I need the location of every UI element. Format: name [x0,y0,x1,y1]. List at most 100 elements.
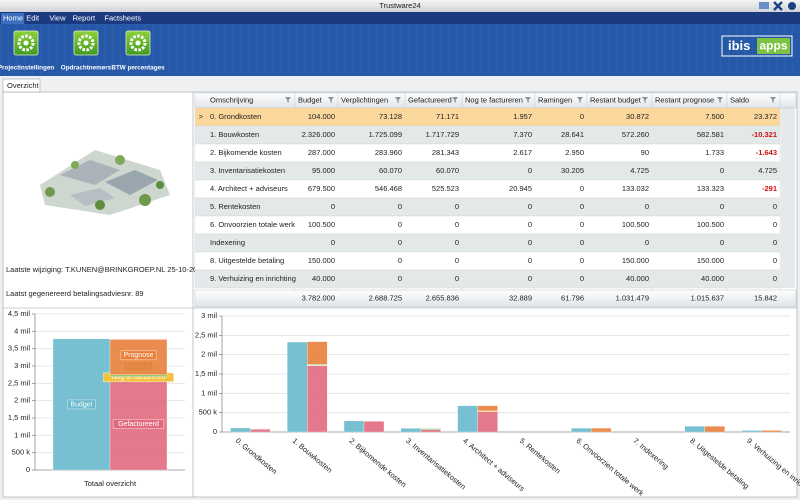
table-cell: 0 [720,238,724,247]
column-header[interactable]: Restant prognose [655,95,714,104]
table-cell: Indexering [210,238,245,247]
table-cell: 60.070 [379,166,402,175]
gear-icon [129,34,147,52]
x-tick-label: Totaal overzicht [84,479,137,488]
bar-segment [287,341,308,433]
total-cell: 61.796 [561,293,584,302]
ribbon-label[interactable]: BTW percentages [111,65,165,72]
table-cell: 0 [773,238,777,247]
column-header[interactable]: Restant budget [590,95,642,104]
table-cell: 9. Verhuizing en inrichting [210,274,296,283]
bar-segment [684,426,705,433]
filter-icon[interactable] [577,97,583,103]
bar-segment [343,420,365,433]
filter-icon[interactable] [285,97,291,103]
table-cell: 40.000 [312,274,335,283]
table-cell: 0 [528,220,532,229]
bar-segment [230,427,251,433]
bar-segment [761,430,782,433]
column-header[interactable]: Saldo [730,95,749,104]
y-tick-label: 3 mil [201,311,217,320]
info-text: Laatst gegenereerd betalingsadviesnr. 89 [6,289,144,298]
table-cell: 1. Bouwkosten [210,130,259,139]
table-cell: 5. Rentekosten [210,202,260,211]
table-cell: 90 [641,148,649,157]
table-cell: 30.205 [561,166,584,175]
table-row[interactable] [194,197,781,217]
column-header[interactable]: Ramingen [538,95,572,104]
menu-item[interactable]: Report [73,13,96,22]
column-header[interactable]: Nog te factureren [465,95,523,104]
column-header[interactable]: Omschrijving [210,95,253,104]
gear-icon [77,34,95,52]
table-cell: 20.945 [509,184,532,193]
help-button[interactable] [788,2,796,10]
logo-frame [721,35,793,57]
table-cell: 0 [528,274,532,283]
filter-icon[interactable] [525,97,531,103]
close-button[interactable] [773,1,783,11]
table-cell: 4.725 [630,166,649,175]
filter-icon[interactable] [395,97,401,103]
table-cell: 0 [580,256,584,265]
y-tick-label: 1,5 mil [8,413,30,422]
table-row[interactable] [194,107,781,127]
table-cell: 0 [580,112,584,121]
bar-label: Nog te factureren [111,374,165,381]
table-cell: 150.000 [622,256,649,265]
table-cell: 1.957 [513,112,532,121]
gear-hub [83,40,89,46]
table-row[interactable] [194,143,781,163]
minimize-button[interactable] [759,2,769,9]
tab[interactable] [2,78,41,93]
menu-item[interactable]: Edit [26,13,40,22]
bar-label: Budget [70,401,92,408]
ribbon-label[interactable]: Opdrachtnemers [61,65,112,72]
y-tick-label: 0 [213,427,217,436]
table-cell: 1.725.099 [369,130,402,139]
table-row[interactable] [194,269,781,289]
table-cell: 0 [528,202,532,211]
gear-hub [135,40,141,46]
menu-item[interactable]: View [49,13,66,22]
bar-segment [591,427,612,433]
filter-icon[interactable] [770,97,776,103]
table-cell: 23.372 [754,112,777,121]
scrollbar[interactable] [781,108,795,288]
y-tick-label: 4,5 mil [8,309,30,318]
y-tick-label: 1,5 mil [195,369,217,378]
column-header[interactable]: Verplichtingen [341,95,388,104]
bar-segment [420,428,441,430]
table-row[interactable] [194,125,781,145]
site-image [40,150,170,215]
y-tick-label: 4 mil [14,326,30,335]
bar-label: Gefactureerd [118,421,159,428]
bar-segment [571,427,592,433]
menu-item[interactable]: Home [3,13,23,22]
filter-icon[interactable] [642,97,648,103]
filter-icon[interactable] [717,97,723,103]
table-cell: 0 [398,256,402,265]
info-text: Laatste wijziging: T.KUNEN@BRINKGROEP.NL… [6,265,206,274]
table-cell: 150.000 [697,256,724,265]
bar-segment [363,420,385,433]
table-cell: 0 [773,256,777,265]
menu-item[interactable]: Factsheets [104,13,141,22]
table-cell: 73.128 [379,112,402,121]
table-cell: 0 [331,202,335,211]
table-cell: 3. Inventarisatiekosten [210,166,285,175]
bar-label-bg [120,350,157,361]
table-cell: 60.070 [436,166,459,175]
bar-segment [704,426,725,433]
y-tick-label: 2 mil [14,396,30,405]
table-cell: 1.733 [705,148,724,157]
column-header[interactable]: Gefactureerd [408,95,452,104]
filter-icon[interactable] [328,97,334,103]
table-cell: -10.321 [752,130,777,139]
ribbon-label[interactable]: Projectinstellingen [0,65,54,72]
total-cell: 32.889 [509,293,532,302]
bar-segment [307,341,328,365]
filter-icon[interactable] [452,97,458,103]
table-row[interactable] [194,233,781,253]
column-header[interactable]: Budget [298,95,323,104]
